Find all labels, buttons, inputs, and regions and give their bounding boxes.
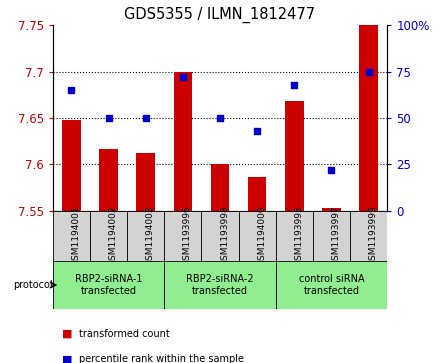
Text: GSM1193995: GSM1193995	[294, 205, 303, 266]
Point	[180, 74, 187, 80]
Bar	[173, 72, 192, 211]
Bar	[276, 211, 313, 261]
Text: GSM1193998: GSM1193998	[220, 205, 229, 266]
Bar	[164, 261, 276, 309]
Point	[142, 115, 149, 121]
Text: GSM1194000: GSM1194000	[257, 205, 266, 266]
Text: GSM1194002: GSM1194002	[109, 206, 117, 266]
Point	[68, 87, 75, 93]
Text: GSM1193996: GSM1193996	[183, 205, 192, 266]
Bar	[211, 164, 229, 211]
Text: protocol: protocol	[13, 280, 53, 290]
Bar	[276, 261, 387, 309]
Text: control siRNA
transfected: control siRNA transfected	[299, 274, 364, 296]
Bar	[99, 148, 118, 211]
Bar	[127, 211, 164, 261]
Bar	[202, 211, 238, 261]
Bar	[53, 261, 164, 309]
Text: ■: ■	[62, 354, 72, 363]
Text: RBP2-siRNA-2
transfected: RBP2-siRNA-2 transfected	[186, 274, 254, 296]
Bar	[285, 101, 304, 211]
Bar	[238, 211, 276, 261]
Text: GSM1194003: GSM1194003	[146, 205, 155, 266]
Point	[328, 167, 335, 173]
Bar	[248, 177, 267, 211]
Bar	[90, 211, 127, 261]
Bar	[313, 211, 350, 261]
Text: RBP2-siRNA-1
transfected: RBP2-siRNA-1 transfected	[75, 274, 142, 296]
Text: ■: ■	[62, 329, 72, 339]
Bar	[53, 211, 90, 261]
Title: GDS5355 / ILMN_1812477: GDS5355 / ILMN_1812477	[125, 7, 315, 23]
Point	[105, 115, 112, 121]
Text: transformed count: transformed count	[79, 329, 170, 339]
Bar	[164, 211, 202, 261]
Point	[253, 128, 260, 134]
Bar	[136, 153, 155, 211]
Bar	[62, 120, 81, 211]
Text: GSM1193997: GSM1193997	[331, 205, 341, 266]
Point	[291, 82, 298, 87]
Bar	[359, 25, 378, 211]
Text: GSM1194001: GSM1194001	[71, 205, 81, 266]
Point	[216, 115, 224, 121]
Bar	[322, 208, 341, 211]
Point	[365, 69, 372, 74]
Text: percentile rank within the sample: percentile rank within the sample	[79, 354, 244, 363]
Bar	[350, 211, 387, 261]
Text: GSM1193999: GSM1193999	[369, 205, 378, 266]
